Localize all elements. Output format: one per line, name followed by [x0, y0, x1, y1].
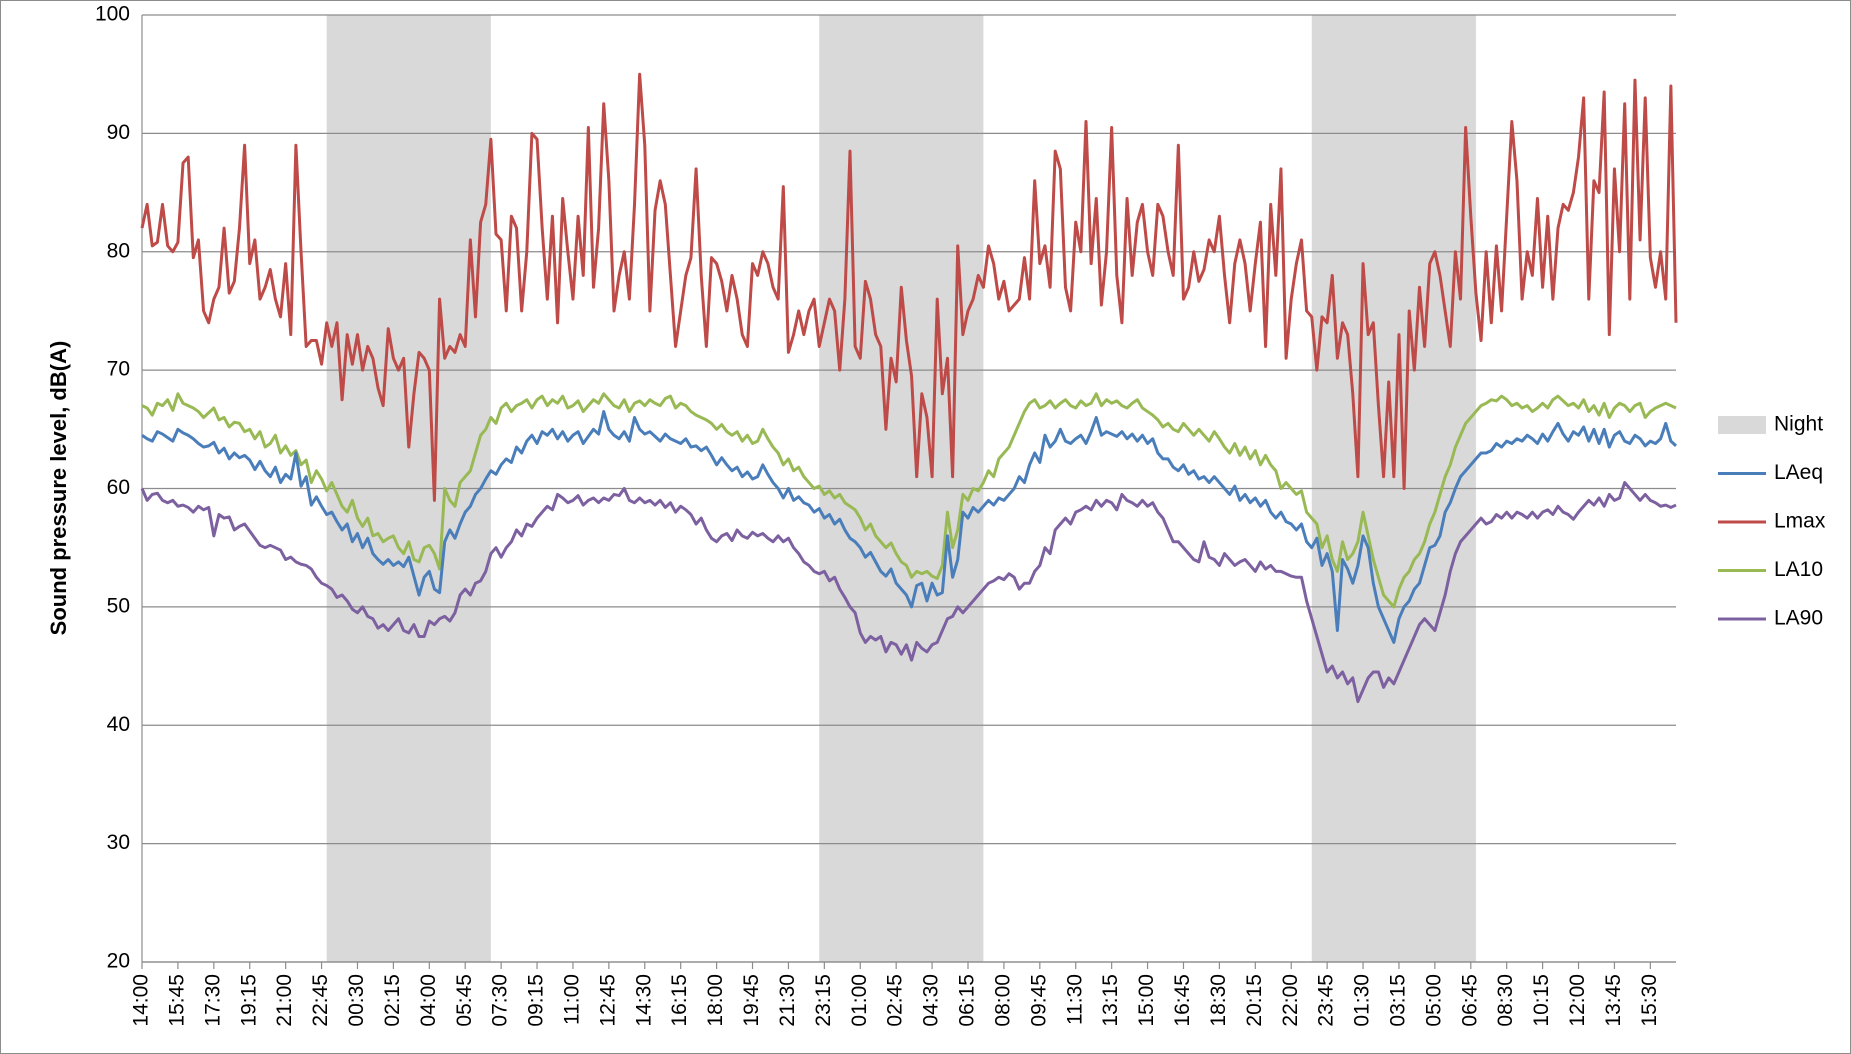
y-axis-label: Sound pressure level, dB(A) — [46, 341, 71, 636]
x-tick-label: 17:30 — [201, 974, 224, 1027]
x-tick-label: 06:15 — [956, 974, 979, 1027]
x-tick-label: 01:00 — [848, 974, 871, 1027]
x-tick-label: 15:30 — [1638, 974, 1661, 1027]
x-tick-label: 10:15 — [1530, 974, 1553, 1027]
x-tick-label: 13:45 — [1602, 974, 1625, 1027]
legend-label: LAeq — [1774, 461, 1823, 484]
y-tick-label: 20 — [107, 950, 130, 973]
x-tick-label: 23:45 — [1315, 974, 1338, 1027]
x-tick-label: 00:30 — [345, 974, 368, 1027]
x-tick-label: 21:30 — [776, 974, 799, 1027]
x-tick-label: 08:00 — [991, 974, 1014, 1027]
series-line — [141, 410, 1678, 644]
x-tick-label: 11:30 — [1063, 974, 1086, 1025]
x-tick-label: 19:15 — [237, 974, 260, 1027]
legend-label: Night — [1774, 413, 1823, 436]
x-tick-label: 13:15 — [1099, 974, 1122, 1027]
x-tick-label: 22:00 — [1279, 974, 1302, 1027]
x-tick-label: 06:45 — [1458, 974, 1481, 1027]
x-tick-label: 02:45 — [884, 974, 907, 1027]
legend-label: LA10 — [1774, 558, 1823, 581]
x-tick-label: 14:00 — [130, 974, 153, 1027]
y-tick-label: 40 — [107, 713, 130, 736]
x-tick-label: 16:15 — [668, 974, 691, 1027]
x-tick-label: 02:15 — [381, 974, 404, 1027]
legend-swatch — [1718, 416, 1766, 434]
x-tick-label: 23:15 — [812, 974, 835, 1027]
x-tick-label: 15:45 — [165, 974, 188, 1027]
x-tick-label: 05:00 — [1422, 974, 1445, 1027]
x-tick-label: 11:00 — [561, 974, 584, 1025]
x-tick-label: 14:30 — [632, 974, 655, 1027]
x-tick-label: 18:00 — [704, 974, 727, 1027]
y-tick-label: 60 — [107, 476, 130, 499]
x-tick-label: 04:30 — [920, 974, 943, 1027]
x-tick-label: 07:30 — [489, 974, 512, 1027]
series-line — [141, 392, 1677, 609]
y-tick-label: 70 — [107, 358, 130, 381]
x-tick-label: 05:45 — [453, 974, 476, 1027]
x-tick-label: 22:45 — [309, 974, 332, 1027]
x-tick-label: 15:00 — [1135, 974, 1158, 1027]
x-tick-label: 03:15 — [1387, 974, 1410, 1027]
x-tick-label: 18:30 — [1207, 974, 1230, 1027]
y-tick-label: 30 — [107, 831, 130, 854]
x-tick-label: 08:30 — [1494, 974, 1517, 1027]
legend-label: LA90 — [1774, 607, 1823, 630]
y-tick-label: 90 — [107, 121, 130, 144]
legend-label: Lmax — [1774, 510, 1826, 533]
x-tick-label: 19:45 — [740, 974, 763, 1027]
y-tick-label: 100 — [95, 3, 130, 26]
series-line — [140, 481, 1677, 704]
x-tick-label: 12:45 — [596, 974, 619, 1027]
x-tick-label: 21:00 — [273, 974, 296, 1027]
x-tick-label: 09:45 — [1027, 974, 1050, 1027]
series-line — [140, 72, 1678, 502]
x-tick-label: 20:15 — [1243, 974, 1266, 1027]
y-tick-label: 50 — [107, 594, 130, 617]
x-tick-label: 09:15 — [525, 974, 548, 1027]
x-tick-label: 01:30 — [1351, 974, 1374, 1027]
x-tick-label: 12:00 — [1566, 974, 1589, 1027]
x-tick-label: 16:45 — [1171, 974, 1194, 1027]
y-tick-label: 80 — [107, 239, 130, 262]
x-tick-label: 04:00 — [417, 974, 440, 1027]
